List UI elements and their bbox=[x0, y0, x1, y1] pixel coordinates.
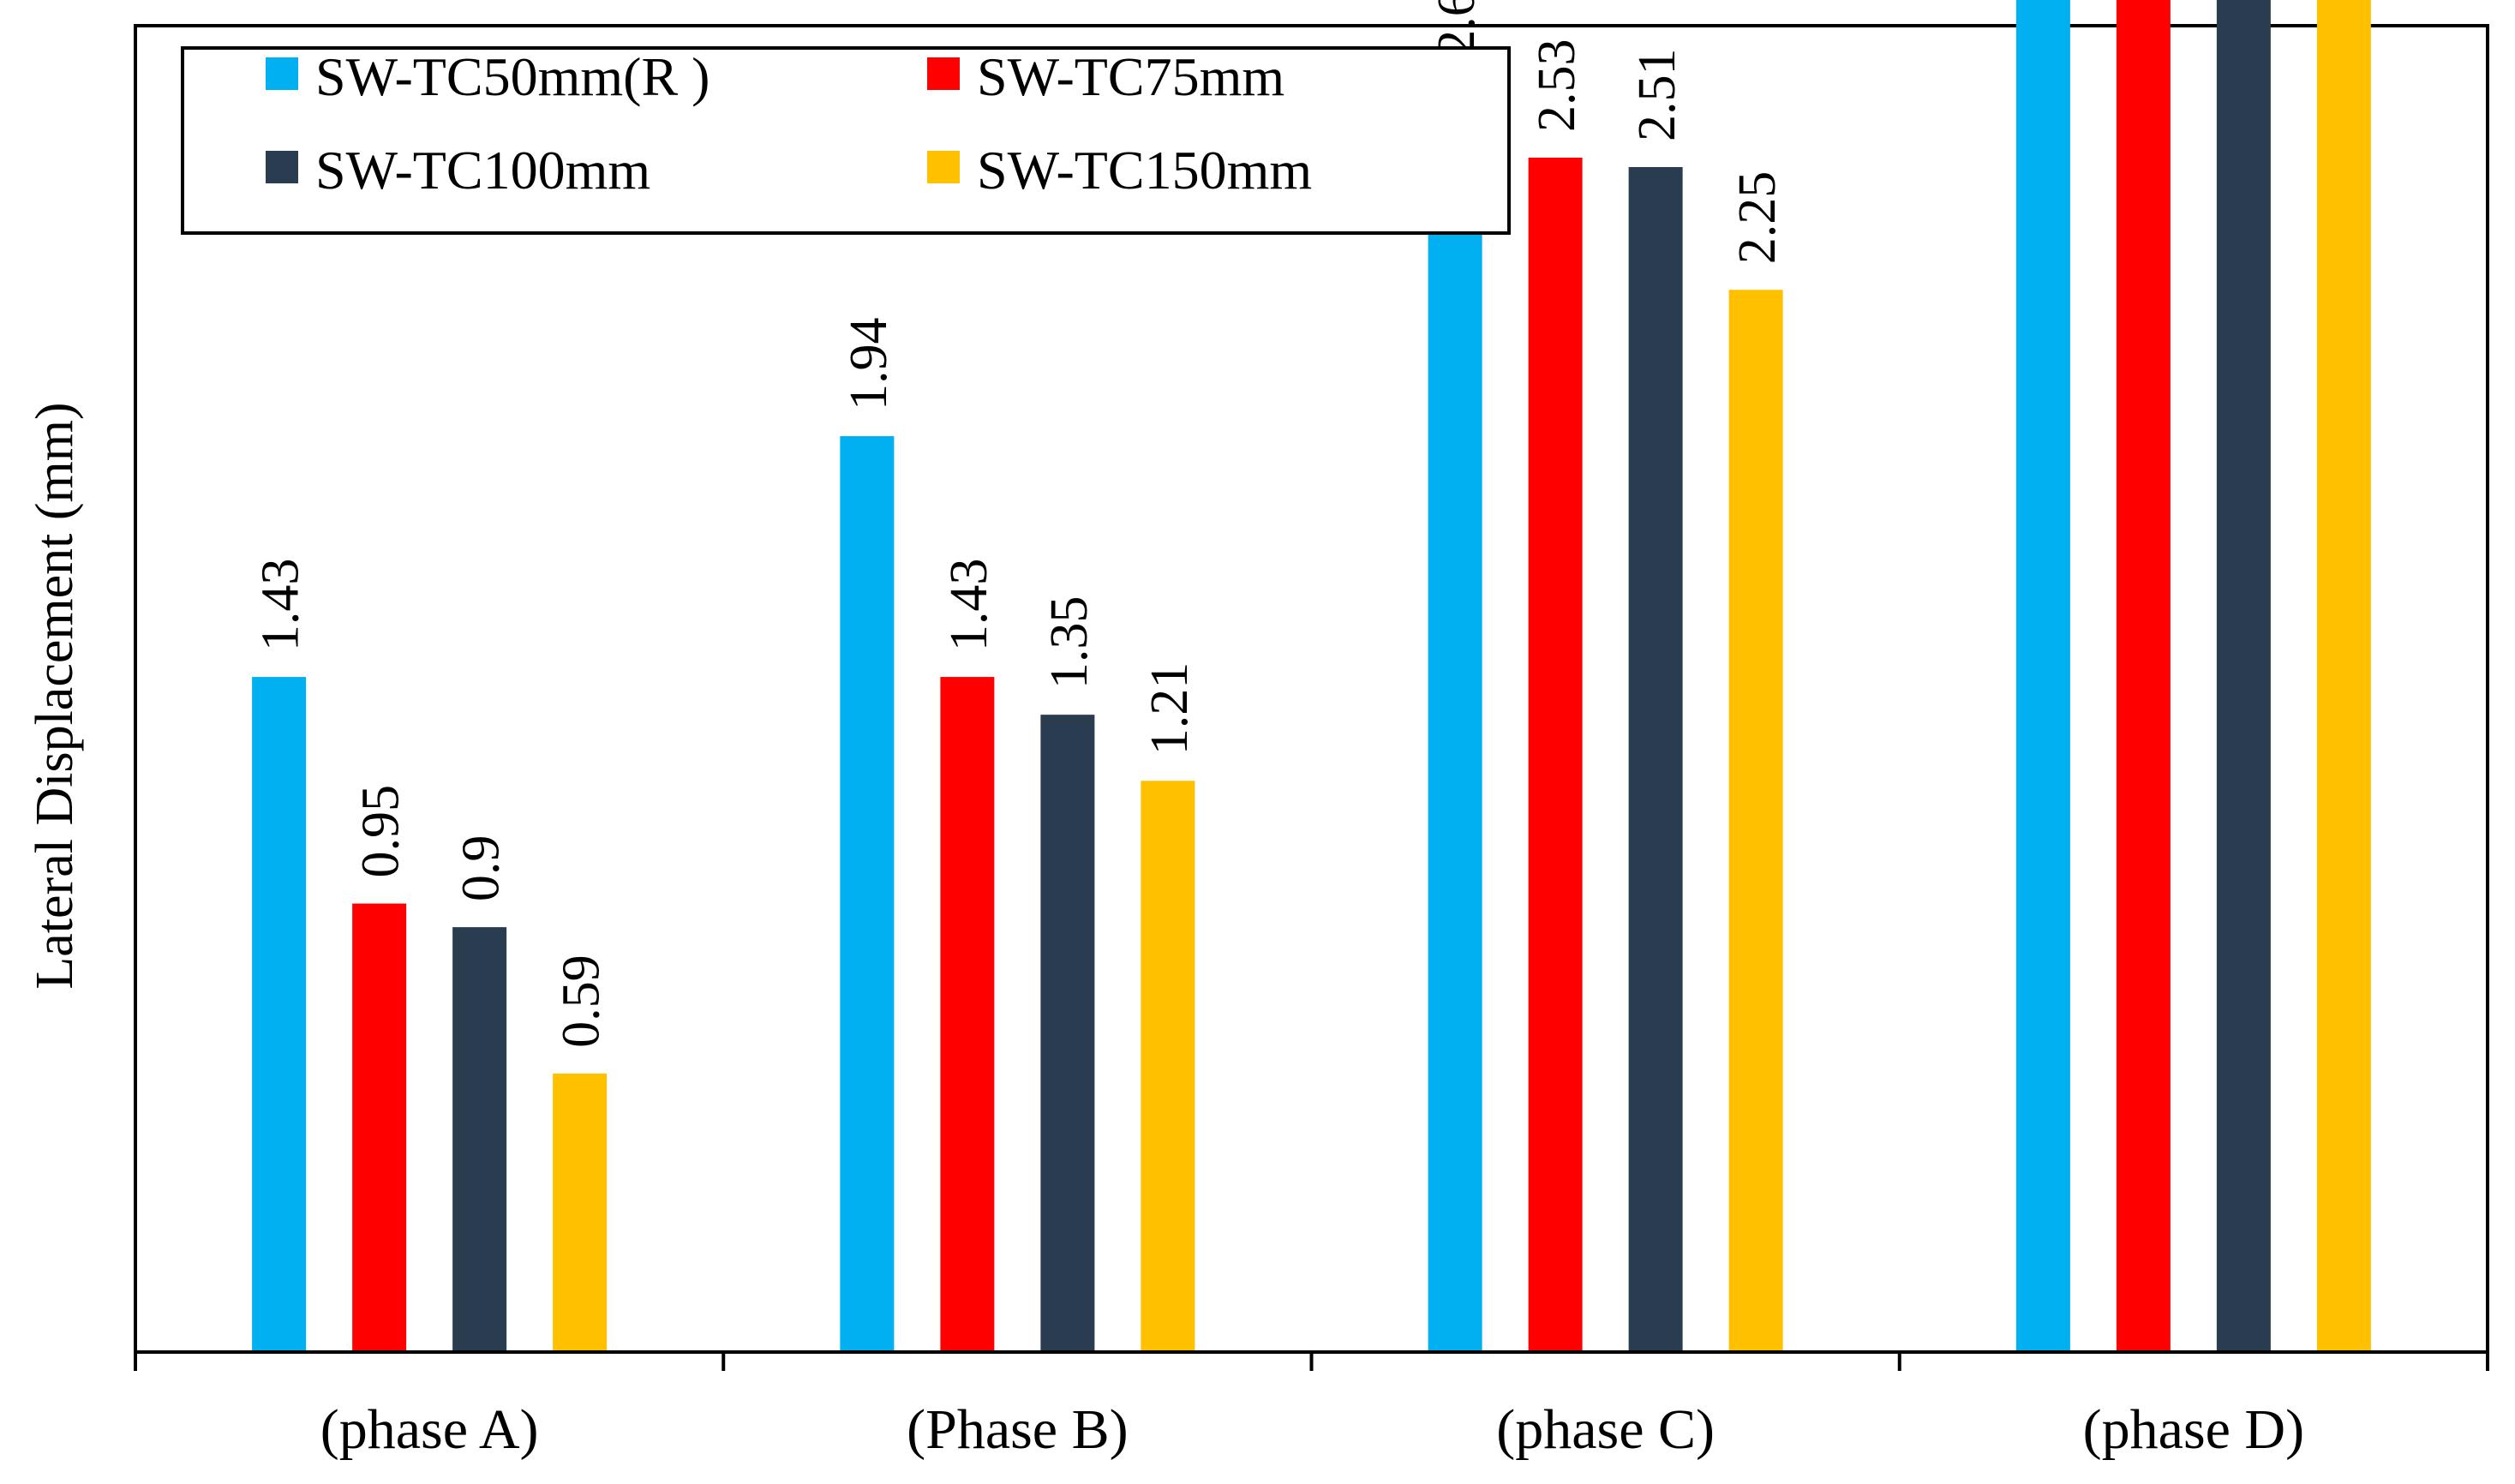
bar-value-label: 2.25 bbox=[1728, 171, 1787, 265]
legend-swatch bbox=[927, 151, 960, 183]
bar-value-label: 0.9 bbox=[452, 835, 511, 902]
legend-label: SW-TC75mm bbox=[977, 46, 1284, 107]
bar bbox=[1040, 715, 1095, 1352]
legend-label: SW-TC100mm bbox=[315, 140, 650, 200]
bar-value-label: 1.94 bbox=[840, 318, 898, 411]
value-labels: 1.430.95 0.90.591.941.43 1.351.212.692.53 2… bbox=[252, 0, 1787, 1048]
bar bbox=[840, 436, 895, 1352]
x-axis-category-label: (phase A) bbox=[320, 1398, 539, 1461]
bar bbox=[1628, 166, 1683, 1353]
bar-value-label: 1.21 bbox=[1141, 662, 1199, 756]
legend-label: SW-TC150mm bbox=[977, 140, 1312, 200]
x-axis-category-label: (Phase B) bbox=[907, 1398, 1128, 1461]
bar bbox=[1141, 781, 1195, 1352]
bars bbox=[252, 0, 2371, 1353]
bar bbox=[553, 1073, 608, 1352]
legend-swatch bbox=[266, 151, 298, 183]
x-axis-ticks bbox=[134, 1352, 2489, 1371]
y-axis-title: Lateral Displacement (mm) bbox=[26, 402, 84, 989]
bar bbox=[2015, 0, 2070, 1353]
bar-value-label: 1.35 bbox=[1040, 596, 1099, 690]
legend-swatch bbox=[927, 57, 960, 90]
bar-value-label: 0.59 bbox=[553, 954, 611, 1048]
bar bbox=[1728, 290, 1783, 1352]
bar bbox=[1428, 81, 1482, 1352]
bar bbox=[2316, 0, 2371, 1352]
bar bbox=[252, 677, 307, 1352]
bar-value-label: 1.43 bbox=[940, 559, 998, 652]
x-axis-labels: (phase A) (Phase B) (phase C) (phase D) bbox=[320, 1398, 2304, 1461]
x-axis-category-label: (phase C) bbox=[1496, 1398, 1715, 1461]
bar-value-label: 2.51 bbox=[1628, 48, 1686, 141]
bar bbox=[1528, 157, 1583, 1353]
bar bbox=[940, 677, 995, 1352]
bar bbox=[352, 903, 407, 1352]
legend-label: SW-TC50mm(R ) bbox=[315, 46, 710, 107]
legend-box bbox=[181, 46, 1511, 235]
legend: SW-TC50mm(R ) SW-TC75mm SW-TC100mm SW-TC150… bbox=[181, 46, 1511, 235]
bar bbox=[452, 927, 507, 1352]
x-axis-category-label: (phase D) bbox=[2083, 1398, 2304, 1461]
bar-value-label: 1.43 bbox=[252, 559, 310, 652]
bar bbox=[2116, 0, 2171, 1353]
bar-value-label: 0.95 bbox=[352, 785, 410, 878]
legend-swatch bbox=[266, 57, 298, 90]
bar bbox=[2216, 0, 2271, 1353]
bar-value-label: 2.53 bbox=[1528, 39, 1586, 132]
